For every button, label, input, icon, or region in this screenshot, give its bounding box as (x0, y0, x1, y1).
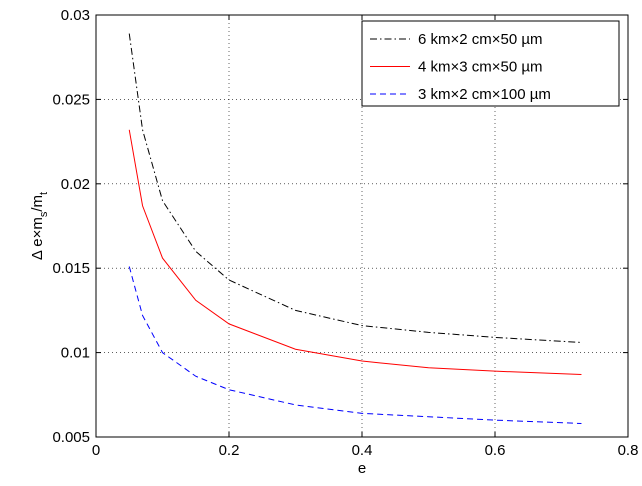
y-tick-label: 0.025 (52, 91, 90, 108)
series-line (128, 33, 582, 343)
y-tick-label: 0.01 (61, 345, 90, 362)
legend-label: 6 km×2 cm×50 µm (418, 31, 543, 48)
x-tick-label: 0.8 (618, 442, 639, 459)
legend-label: 4 km×3 cm×50 µm (418, 59, 543, 76)
y-tick-label: 0.015 (52, 260, 90, 277)
x-tick-label: 0 (92, 442, 100, 459)
y-tick-label: 0.02 (61, 176, 90, 193)
legend-box (361, 20, 620, 107)
y-tick-label: 0.03 (61, 7, 90, 24)
y-axis-label-part: /m (29, 195, 46, 212)
y-axis-label-part: Δ e×m (29, 217, 46, 260)
y-axis-label: Δ e×ms/mt (29, 192, 50, 260)
series-line (128, 129, 582, 376)
x-tick-label: 0.4 (352, 442, 373, 459)
y-tick-label: 0.005 (52, 429, 90, 446)
x-tick-label: 0.6 (485, 442, 506, 459)
x-tick-label: 0.2 (219, 442, 240, 459)
y-axis-label-part: s (38, 211, 50, 217)
legend-label: 3 km×2 cm×100 µm (418, 86, 551, 103)
series-line (128, 266, 582, 424)
plot-frame (95, 14, 629, 438)
x-axis-label: e (358, 460, 366, 477)
y-axis-label-part: t (38, 192, 50, 195)
